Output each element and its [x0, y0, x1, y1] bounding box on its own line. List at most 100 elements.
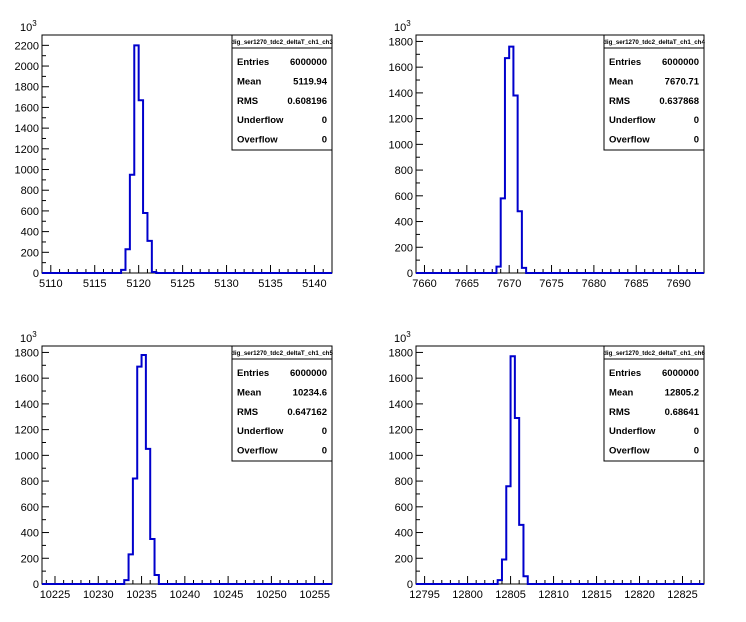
histogram-bin — [505, 58, 509, 273]
axis-multiplier-base: 10 — [394, 22, 406, 34]
y-tick-label: 800 — [21, 185, 39, 197]
x-tick-label: 5125 — [170, 278, 194, 290]
y-tick-label: 1600 — [15, 373, 39, 385]
histogram-bin — [125, 249, 129, 273]
x-tick-label: 12795 — [409, 589, 440, 601]
axis-multiplier-exponent: 3 — [406, 19, 411, 28]
stats-label: Overflow — [237, 135, 278, 146]
histogram-bin — [522, 268, 526, 273]
x-tick-label: 7660 — [412, 278, 436, 290]
axis-multiplier-base: 10 — [20, 333, 32, 345]
y-tick-label: 400 — [21, 528, 39, 540]
stats-value: 0 — [694, 426, 699, 437]
stats-value: 6000000 — [290, 57, 327, 68]
x-tick-label: 7670 — [497, 278, 521, 290]
y-tick-label: 1800 — [15, 82, 39, 94]
histogram-title: dig_ser1270_tdc2_deltaT_ch1_ch6 — [603, 350, 705, 357]
stats-label: Mean — [237, 387, 261, 398]
stats-value: 0 — [322, 446, 327, 457]
histogram-bin — [515, 418, 519, 584]
x-tick-label: 12800 — [452, 589, 483, 601]
y-tick-label: 800 — [395, 476, 413, 488]
x-tick-label: 7690 — [666, 278, 690, 290]
stats-value: 0 — [322, 135, 327, 146]
histogram-bin — [137, 367, 141, 584]
histogram-bin — [501, 198, 505, 273]
y-tick-label: 1000 — [15, 165, 39, 177]
stats-box — [603, 345, 705, 462]
stats-label: Underflow — [237, 426, 284, 437]
histogram-bin — [124, 580, 128, 584]
x-tick-label: 12810 — [538, 589, 569, 601]
histogram-bin — [502, 560, 506, 584]
y-tick-label: 1400 — [15, 123, 39, 135]
x-tick-label: 10225 — [40, 589, 71, 601]
histogram-title: dig_ser1270_tdc2_deltaT_ch1_ch4 — [603, 39, 705, 46]
stats-label: RMS — [609, 407, 630, 418]
axis-multiplier-exponent: 3 — [32, 19, 37, 28]
stats-value: 0.647162 — [287, 407, 327, 418]
x-tick-label: 5110 — [39, 278, 63, 290]
y-tick-label: 1800 — [389, 36, 413, 48]
histogram-bin — [134, 45, 138, 273]
histogram-bin — [496, 267, 500, 273]
stats-value: 0.637868 — [659, 96, 699, 107]
stats-label: Underflow — [237, 115, 284, 126]
stats-label: Underflow — [609, 426, 656, 437]
stats-value: 10234.6 — [293, 387, 327, 398]
y-tick-label: 400 — [395, 528, 413, 540]
axis-multiplier: 103 — [394, 330, 411, 345]
stats-value: 6000000 — [290, 368, 327, 379]
x-tick-label: 7685 — [624, 278, 648, 290]
y-tick-label: 800 — [395, 165, 413, 177]
x-tick-label: 5115 — [83, 278, 107, 290]
histogram-bin — [139, 100, 143, 273]
stats-label: RMS — [237, 96, 258, 107]
stats-label: Entries — [237, 57, 269, 68]
x-tick-label: 12825 — [667, 589, 698, 601]
y-tick-label: 1200 — [15, 144, 39, 156]
axis-multiplier-base: 10 — [20, 22, 32, 34]
x-tick-label: 5140 — [302, 278, 326, 290]
stats-label: Mean — [237, 76, 261, 87]
y-tick-label: 0 — [407, 579, 413, 591]
histogram-bin — [523, 576, 527, 584]
y-tick-label: 1400 — [389, 399, 413, 411]
axis-multiplier: 103 — [20, 330, 37, 345]
histogram-bin — [518, 211, 522, 273]
y-tick-label: 600 — [21, 502, 39, 514]
histogram-panel-1: 0200400600800100012001400160018002000220… — [15, 19, 334, 290]
histogram-bin — [498, 580, 502, 584]
x-tick-label: 7680 — [582, 278, 606, 290]
y-tick-label: 800 — [21, 476, 39, 488]
histogram-bin — [142, 355, 146, 584]
y-tick-label: 600 — [395, 191, 413, 203]
x-tick-label: 5120 — [126, 278, 150, 290]
x-tick-label: 12815 — [581, 589, 612, 601]
y-tick-label: 1600 — [389, 62, 413, 74]
stats-label: Mean — [609, 387, 633, 398]
histogram-bin — [152, 272, 156, 273]
y-tick-label: 600 — [395, 502, 413, 514]
histogram-bin — [519, 525, 523, 584]
y-tick-label: 2200 — [15, 40, 39, 52]
axis-multiplier-base: 10 — [394, 333, 406, 345]
y-tick-label: 1000 — [389, 139, 413, 151]
axis-multiplier: 103 — [394, 19, 411, 34]
stats-label: Entries — [609, 368, 641, 379]
histogram-bin — [129, 554, 133, 584]
axis-multiplier-exponent: 3 — [406, 330, 411, 339]
y-tick-label: 200 — [21, 247, 39, 259]
y-tick-label: 1800 — [15, 347, 39, 359]
histogram-bin — [511, 356, 515, 584]
histogram-line — [42, 354, 332, 585]
x-tick-label: 10245 — [213, 589, 244, 601]
y-tick-label: 1600 — [15, 102, 39, 114]
y-tick-label: 200 — [21, 553, 39, 565]
stats-value: 0 — [322, 426, 327, 437]
stats-value: 0.68641 — [665, 407, 700, 418]
x-tick-label: 10250 — [256, 589, 287, 601]
histogram-title: dig_ser1270_tdc2_deltaT_ch1_ch3 — [231, 39, 333, 46]
y-tick-label: 200 — [395, 553, 413, 565]
